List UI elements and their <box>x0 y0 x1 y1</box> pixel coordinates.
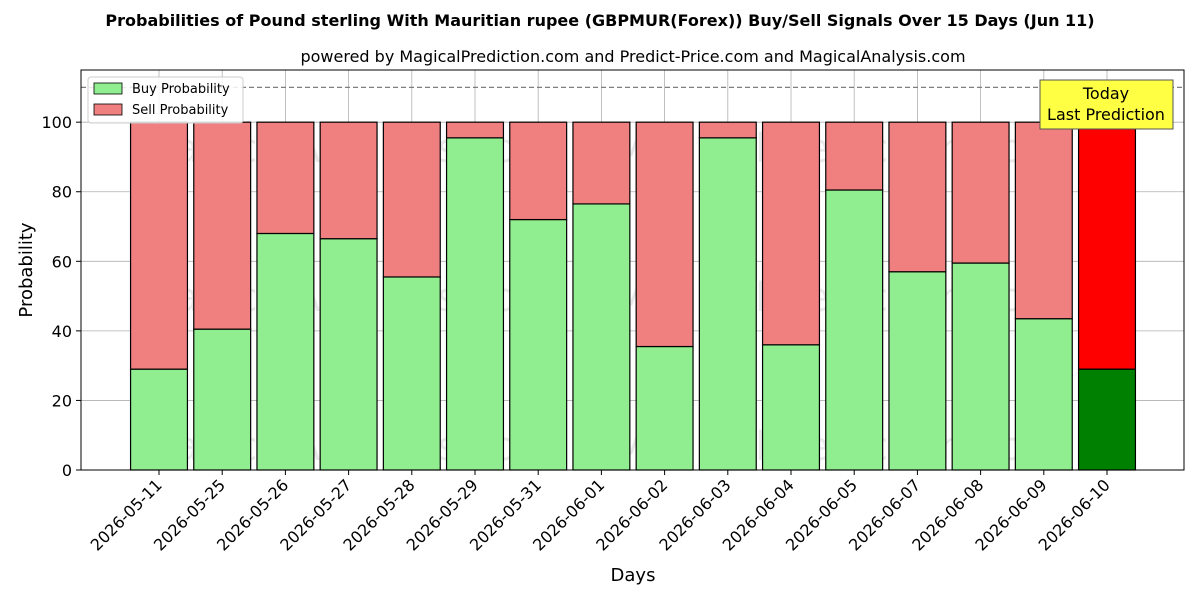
chart-subtitle: powered by MagicalPrediction.com and Pre… <box>300 47 965 66</box>
legend-label-buy: Buy Probability <box>132 82 230 97</box>
sell-bar <box>509 121 568 221</box>
sell-bar <box>319 121 378 240</box>
today-annotation-box <box>1039 79 1174 130</box>
today-annotation-line-2: Last Prediction <box>1047 105 1165 124</box>
buy-bar <box>256 232 315 471</box>
legend-label-sell: Sell Probability <box>132 103 229 118</box>
buy-bar <box>635 345 694 471</box>
buy-bar <box>509 218 568 471</box>
legend: Buy Probability Sell Probability <box>87 76 244 124</box>
sell-bar <box>256 121 315 235</box>
sell-bar <box>761 121 821 346</box>
buy-bar <box>1014 318 1073 471</box>
sell-bar <box>888 121 947 273</box>
buy-bar <box>445 137 505 471</box>
sell-bar <box>635 121 694 348</box>
buy-bar <box>382 276 441 471</box>
buy-bar <box>193 328 252 471</box>
sell-bar <box>382 121 441 278</box>
y-tick-label: 40 <box>52 322 72 341</box>
plot-frame <box>80 69 1185 471</box>
buy-bar <box>698 137 757 471</box>
sell-bar <box>698 121 757 139</box>
buy-bar <box>319 238 378 471</box>
today-annotation: Today Last Prediction <box>1039 79 1174 130</box>
legend-swatch-buy <box>93 82 123 95</box>
x-axis-label: Days <box>611 565 656 586</box>
y-tick-label: 100 <box>41 113 72 132</box>
bars <box>129 121 1137 471</box>
today-annotation-line-1: Today <box>1082 84 1129 103</box>
legend-swatch-sell <box>93 103 123 116</box>
legend-box <box>87 76 244 124</box>
buy-bar <box>572 203 631 471</box>
y-tick-label: 20 <box>52 391 72 410</box>
buy-bar <box>825 189 884 471</box>
buy-bar <box>129 368 189 471</box>
sell-bar <box>951 121 1010 264</box>
sell-bar <box>1077 121 1137 370</box>
sell-bar <box>129 121 189 370</box>
sell-bar <box>825 121 884 191</box>
y-tick-label: 60 <box>52 252 72 271</box>
chart-title: Probabilities of Pound sterling With Mau… <box>105 11 1094 30</box>
sell-bar <box>1014 121 1073 320</box>
sell-bar <box>445 121 505 139</box>
buy-bar <box>951 262 1010 471</box>
y-axis-label: Probability <box>16 222 37 317</box>
sell-bar <box>572 121 631 205</box>
buy-bar <box>888 271 947 471</box>
sell-bar <box>193 121 252 330</box>
y-tick-label: 80 <box>52 183 72 202</box>
buy-bar <box>761 344 821 471</box>
buy-bar <box>1077 368 1137 471</box>
y-tick-label: 0 <box>62 461 72 480</box>
